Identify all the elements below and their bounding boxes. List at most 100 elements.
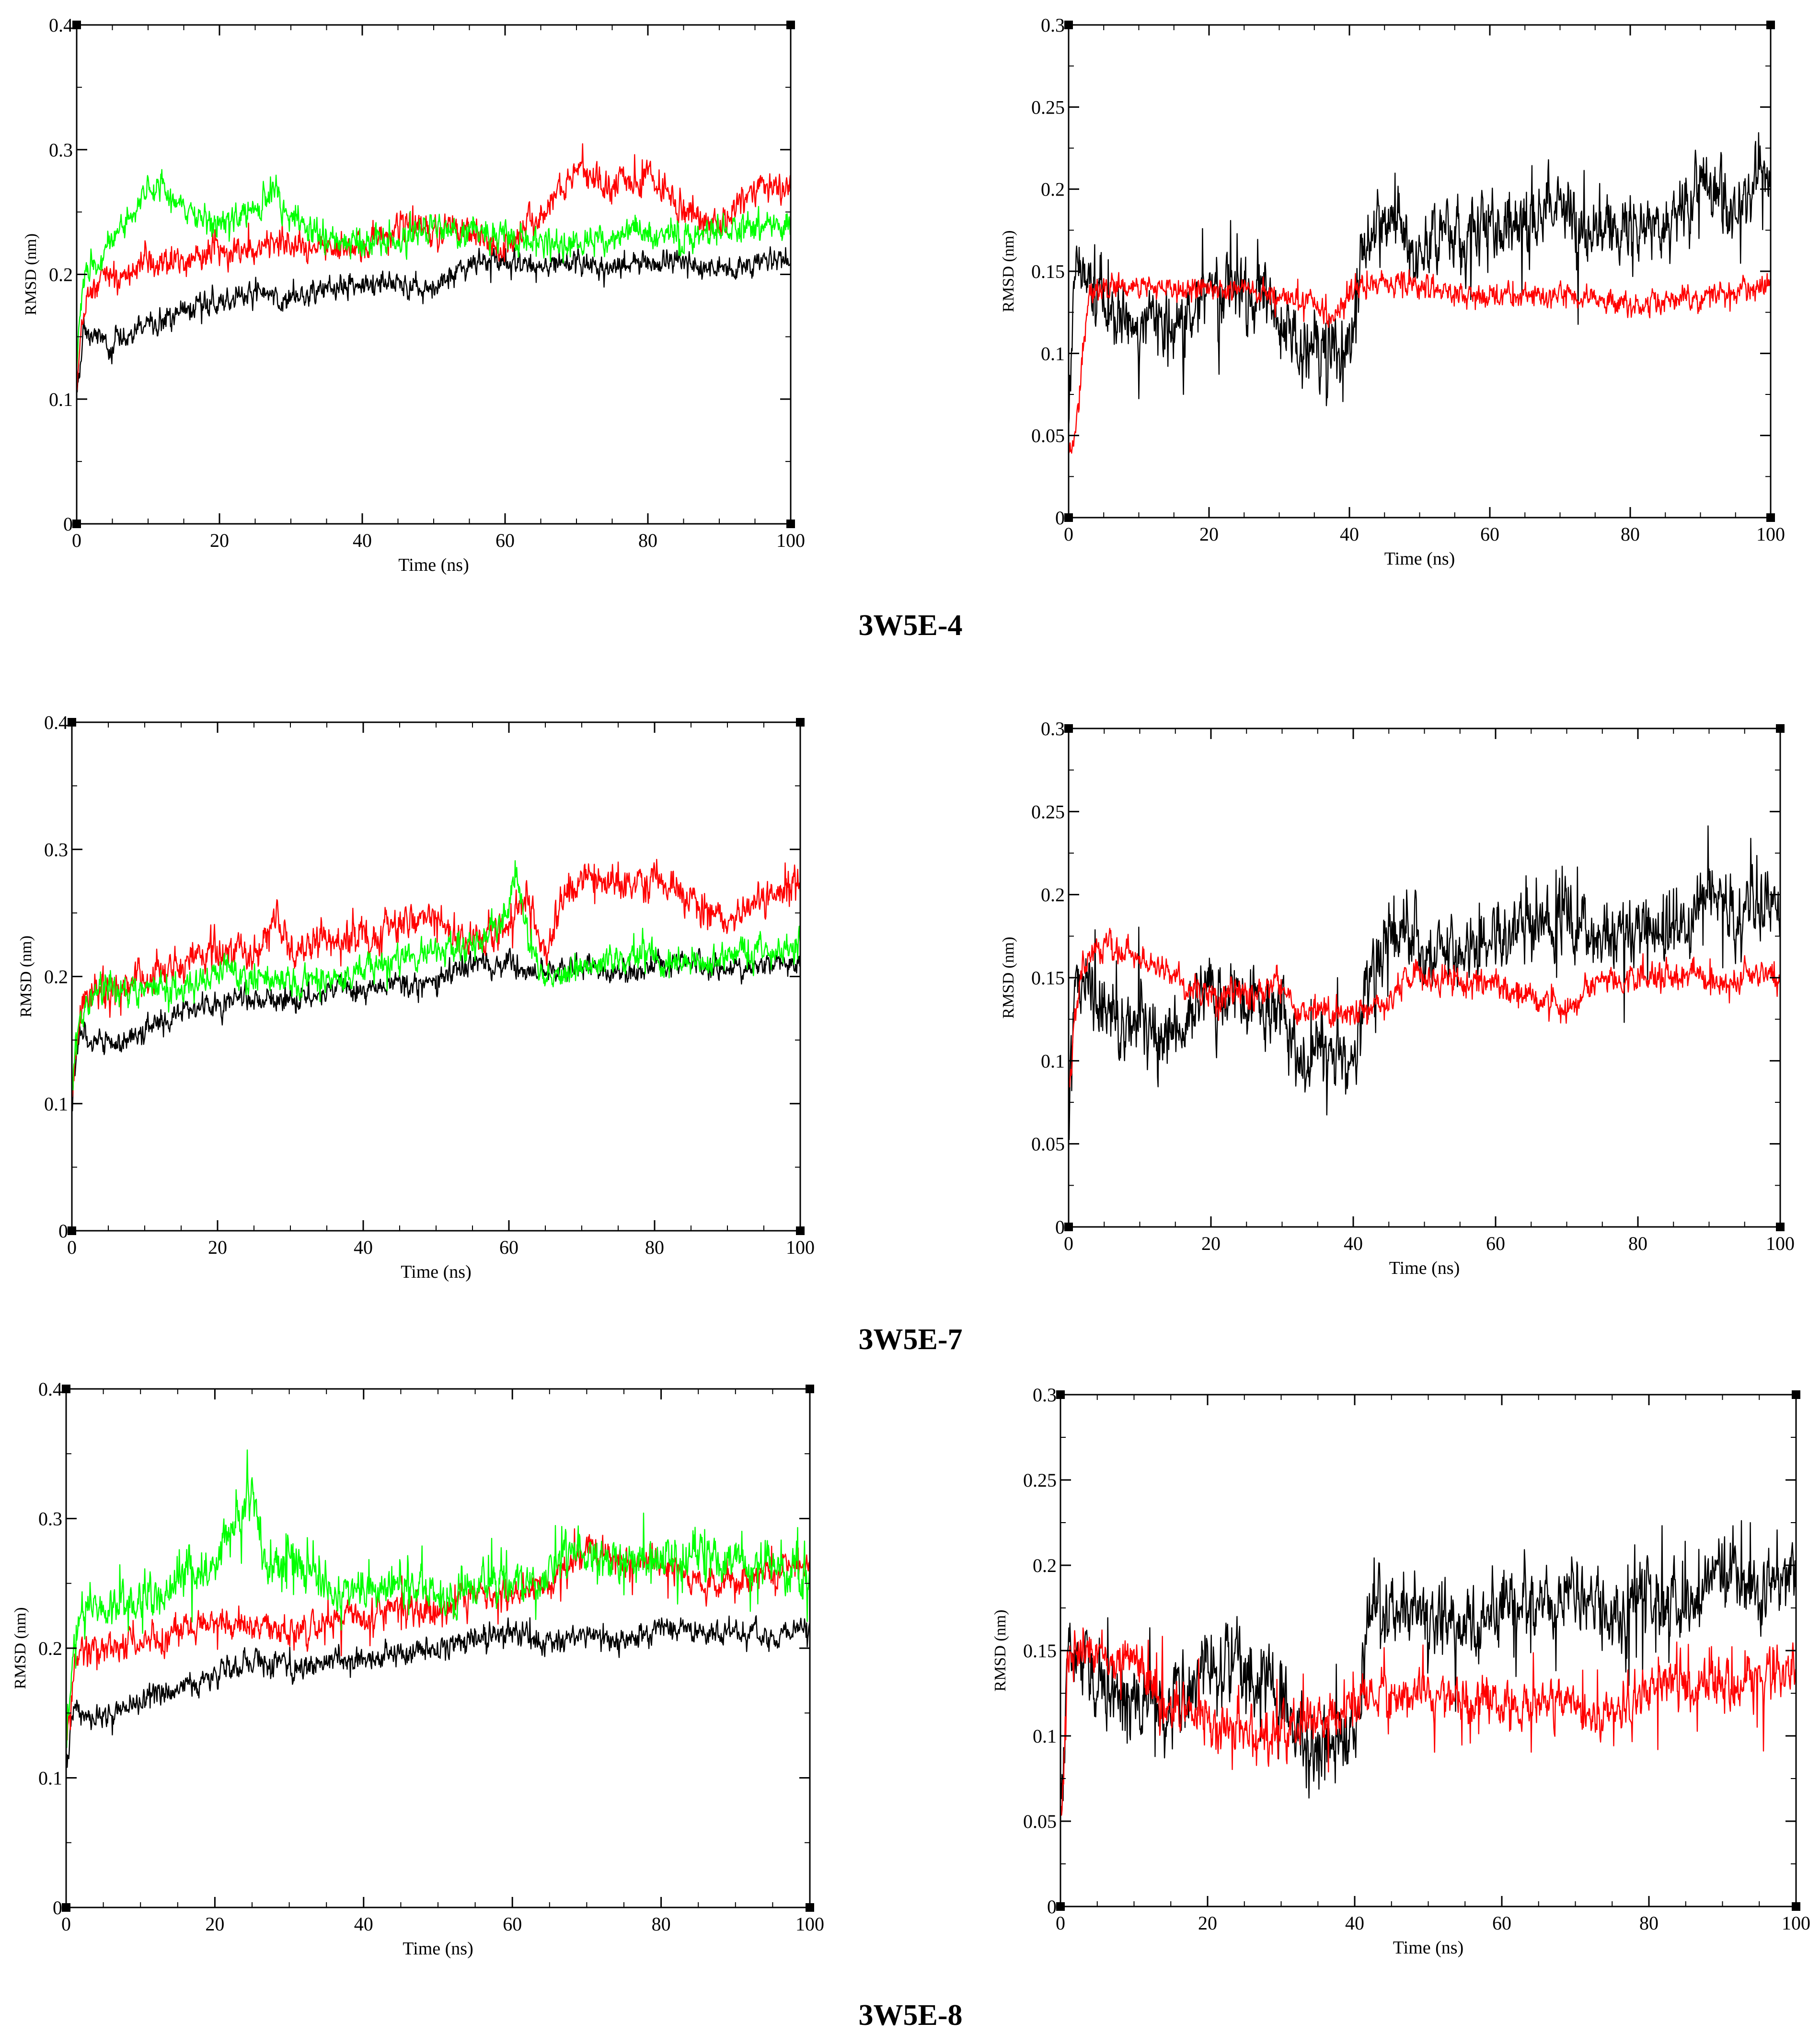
x-tick-label: 40: [353, 530, 372, 551]
x-tick-label: 40: [354, 1237, 373, 1258]
x-tick-label: 0: [61, 1913, 71, 1935]
x-tick-label: 100: [1782, 1912, 1810, 1934]
plot-frame: [1068, 24, 1772, 519]
x-axis-label: Time (ns): [403, 1939, 473, 1959]
x-axis-label: Time (ns): [1384, 549, 1455, 569]
x-tick-label: 40: [1345, 1912, 1364, 1934]
caption-3w5e-7: 3W5E-7: [859, 1323, 963, 1356]
series-line-2: [71, 859, 801, 1098]
x-tick-label: 60: [1480, 523, 1499, 545]
x-tick-label: 20: [205, 1913, 224, 1935]
rmsd-panel-1: 0 20 40 60 80 100 0 0.1 0.2 0.3 0.4 Time (ns) RMSD (…: [22, 14, 805, 575]
y-tick-label: 0.15: [1023, 1640, 1057, 1662]
x-axis-label: Time (ns): [1393, 1938, 1463, 1958]
x-tick-label: 0: [1056, 1912, 1065, 1934]
y-tick-label: 0.1: [1041, 343, 1065, 364]
y-tick-label: 0.4: [44, 712, 68, 733]
y-tick-label: 0.05: [1031, 1133, 1065, 1155]
x-tick-label: 0: [1064, 1233, 1073, 1254]
series-line-1: [76, 243, 792, 393]
x-tick-label: 60: [1492, 1912, 1511, 1934]
x-tick-label: 0: [72, 530, 81, 551]
y-tick-label: 0: [53, 1897, 62, 1918]
x-tick-label: 100: [795, 1913, 824, 1935]
y-tick-label: 0.25: [1031, 801, 1065, 822]
y-tick-label: 0.2: [44, 966, 68, 988]
x-tick-label: 60: [1486, 1233, 1505, 1254]
plot-frame: [76, 24, 792, 525]
y-tick-label: 0.3: [49, 139, 73, 161]
y-tick-label: 0.1: [49, 389, 73, 410]
x-axis-label: Time (ns): [398, 555, 469, 575]
y-tick-label: 0: [1055, 507, 1065, 529]
series-line-1: [65, 1615, 811, 1773]
y-axis-label: RMSD (nm): [991, 1610, 1009, 1692]
x-tick-label: 100: [786, 1237, 815, 1258]
series-line-1: [1060, 1520, 1797, 1807]
series-line-2: [1068, 269, 1771, 454]
x-tick-label: 80: [1639, 1912, 1659, 1934]
x-tick-label: 100: [1766, 1233, 1795, 1254]
caption-3w5e-4: 3W5E-4: [859, 609, 963, 642]
x-tick-label: 60: [495, 530, 515, 551]
x-tick-label: 40: [1344, 1233, 1363, 1254]
series-line-3: [76, 169, 792, 371]
y-tick-label: 0.2: [1033, 1555, 1057, 1576]
x-tick-label: 20: [1201, 1233, 1221, 1254]
y-tick-label: 0.2: [49, 264, 73, 286]
x-tick-label: 100: [776, 530, 805, 551]
y-axis-label: RMSD (nm): [22, 233, 40, 315]
y-tick-label: 0.15: [1031, 261, 1065, 282]
x-tick-label: 20: [1198, 1912, 1217, 1934]
y-tick-label: 0: [58, 1220, 68, 1242]
series-line-2: [1060, 1627, 1797, 1816]
y-axis-label: RMSD (nm): [1000, 231, 1017, 312]
x-tick-label: 60: [499, 1237, 518, 1258]
x-tick-label: 20: [1199, 523, 1219, 545]
series-line-2: [76, 143, 792, 392]
y-tick-label: 0.3: [1041, 718, 1065, 740]
x-tick-label: 80: [638, 530, 657, 551]
plots-layer: 0 20 40 60 80 100 0 0.1 0.2 0.3 0.4 Time (ns) RMSD (…: [12, 14, 1810, 1959]
rmsd-panel-2: 0 20 40 60 80 100 0 0.05 0.1 0.15 0.2 0.25 0.3 Time (…: [1000, 14, 1785, 569]
series-line-1: [1068, 132, 1772, 427]
y-tick-label: 0.1: [38, 1768, 62, 1789]
y-tick-label: 0.2: [38, 1638, 62, 1659]
x-tick-label: 100: [1756, 523, 1785, 545]
y-tick-label: 0.3: [38, 1508, 62, 1530]
rmsd-panel-6: 0 20 40 60 80 100 0 0.05 0.1 0.15 0.2 0.25 0.3 Time (…: [991, 1384, 1810, 1958]
series-line-2: [1068, 927, 1781, 1090]
y-tick-label: 0.15: [1031, 967, 1065, 989]
y-tick-label: 0.1: [44, 1093, 68, 1115]
y-tick-label: 0.1: [1041, 1050, 1065, 1072]
x-tick-label: 40: [354, 1913, 373, 1935]
x-tick-label: 80: [652, 1913, 671, 1935]
x-tick-label: 40: [1340, 523, 1359, 545]
y-tick-label: 0.05: [1023, 1811, 1057, 1832]
rmsd-panel-3: 0 20 40 60 80 100 0 0.1 0.2 0.3 0.4 Time (ns) RMSD (…: [17, 712, 815, 1282]
x-tick-label: 60: [503, 1913, 522, 1935]
y-tick-label: 0.25: [1031, 96, 1065, 118]
x-tick-label: 80: [645, 1237, 664, 1258]
y-tick-label: 0.3: [44, 839, 68, 860]
x-tick-label: 80: [1628, 1233, 1647, 1254]
y-tick-label: 0.2: [1041, 884, 1065, 906]
series-line-3: [71, 860, 801, 1091]
y-axis-label: RMSD (nm): [17, 936, 35, 1017]
x-axis-label: Time (ns): [401, 1262, 471, 1282]
x-tick-label: 20: [208, 1237, 227, 1258]
y-tick-label: 0.3: [1033, 1384, 1057, 1406]
y-axis-label: RMSD (nm): [1000, 937, 1017, 1019]
y-tick-label: 0.05: [1031, 425, 1065, 447]
rmsd-panel-4: 0 20 40 60 80 100 0 0.05 0.1 0.15 0.2 0.25 0.3 Time (…: [1000, 718, 1795, 1278]
y-tick-label: 0.3: [1041, 14, 1065, 36]
x-tick-label: 0: [67, 1237, 77, 1258]
caption-3w5e-8: 3W5E-8: [859, 1999, 963, 2032]
series-line-1: [1068, 825, 1781, 1141]
series-line-1: [71, 948, 801, 1111]
y-tick-label: 0.2: [1041, 179, 1065, 200]
series-line-3: [65, 1449, 811, 1748]
y-tick-label: 0.25: [1023, 1469, 1057, 1491]
y-tick-label: 0.4: [38, 1378, 62, 1400]
rmsd-panel-5: 0 20 40 60 80 100 0 0.1 0.2 0.3 0.4 Time (ns) RMSD (…: [12, 1378, 824, 1959]
